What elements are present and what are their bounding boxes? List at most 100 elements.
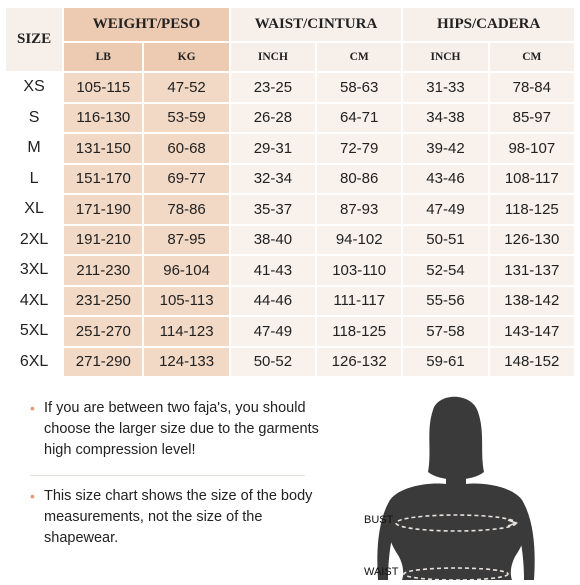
divider [30, 475, 305, 476]
waist-inch-cell: 38-40 [230, 225, 316, 254]
waist-cm-cell: 87-93 [317, 195, 402, 224]
waist-inch-cell: 47-49 [230, 317, 316, 346]
size-cell: 2XL [6, 225, 63, 254]
kg-cell: 47-52 [144, 73, 229, 102]
note-text: If you are between two faja's, you shoul… [44, 400, 319, 458]
size-cell: 4XL [6, 286, 63, 315]
waist-label: WAIST [364, 566, 399, 578]
table-row: XL 171-190 78-86 35-37 87-93 47-49 118-1… [6, 195, 574, 224]
waist-inch-cell: 50-52 [230, 347, 316, 376]
kg-cell: 53-59 [144, 103, 229, 132]
waist-cm-cell: 58-63 [317, 73, 402, 102]
waist-inch-cell: 26-28 [230, 103, 316, 132]
table-row: 6XL 271-290 124-133 50-52 126-132 59-61 … [6, 347, 574, 376]
hips-cm-cell: 118-125 [489, 195, 574, 224]
header-waist-inch: INCH [230, 43, 316, 71]
table-row: XS 105-115 47-52 23-25 58-63 31-33 78-84 [6, 73, 574, 102]
size-cell: XS [6, 73, 63, 102]
lb-cell: 151-170 [64, 164, 143, 193]
hips-inch-cell: 34-38 [403, 103, 488, 132]
waist-inch-cell: 41-43 [230, 256, 316, 285]
hips-inch-cell: 55-56 [403, 286, 488, 315]
body-silhouette-figure: BUST WAIST [330, 390, 580, 581]
hips-cm-cell: 126-130 [489, 225, 574, 254]
table-row: 2XL 191-210 87-95 38-40 94-102 50-51 126… [6, 225, 574, 254]
hips-inch-cell: 59-61 [403, 347, 488, 376]
waist-cm-cell: 103-110 [317, 256, 402, 285]
note-item: • This size chart shows the size of the … [30, 486, 320, 549]
waist-cm-cell: 118-125 [317, 317, 402, 346]
size-cell: 5XL [6, 317, 63, 346]
lb-cell: 231-250 [64, 286, 143, 315]
waist-inch-cell: 29-31 [230, 134, 316, 163]
waist-cm-cell: 94-102 [317, 225, 402, 254]
kg-cell: 78-86 [144, 195, 229, 224]
silhouette-icon [377, 396, 535, 581]
lb-cell: 251-270 [64, 317, 143, 346]
hips-cm-cell: 138-142 [489, 286, 574, 315]
waist-inch-cell: 32-34 [230, 164, 316, 193]
size-notes: • If you are between two faja's, you sho… [30, 398, 320, 563]
hips-cm-cell: 131-137 [489, 256, 574, 285]
kg-cell: 87-95 [144, 225, 229, 254]
hips-cm-cell: 98-107 [489, 134, 574, 163]
lb-cell: 191-210 [64, 225, 143, 254]
hips-inch-cell: 50-51 [403, 225, 488, 254]
header-waist: WAIST/CINTURA [230, 8, 402, 41]
lb-cell: 211-230 [64, 256, 143, 285]
lb-cell: 271-290 [64, 347, 143, 376]
table-row: L 151-170 69-77 32-34 80-86 43-46 108-11… [6, 164, 574, 193]
hips-cm-cell: 78-84 [489, 73, 574, 102]
size-cell: M [6, 134, 63, 163]
kg-cell: 69-77 [144, 164, 229, 193]
header-kg: KG [144, 43, 229, 71]
table-row: 3XL 211-230 96-104 41-43 103-110 52-54 1… [6, 256, 574, 285]
header-weight: WEIGHT/PESO [64, 8, 229, 41]
waist-cm-cell: 64-71 [317, 103, 402, 132]
bullet-icon: • [30, 488, 35, 504]
header-hips-inch: INCH [403, 43, 488, 71]
size-cell: S [6, 103, 63, 132]
hips-inch-cell: 39-42 [403, 134, 488, 163]
hips-inch-cell: 57-58 [403, 317, 488, 346]
table-row: S 116-130 53-59 26-28 64-71 34-38 85-97 [6, 103, 574, 132]
kg-cell: 96-104 [144, 256, 229, 285]
table-row: 5XL 251-270 114-123 47-49 118-125 57-58 … [6, 317, 574, 346]
note-text: This size chart shows the size of the bo… [44, 488, 313, 546]
waist-cm-cell: 80-86 [317, 164, 402, 193]
table-row: M 131-150 60-68 29-31 72-79 39-42 98-107 [6, 134, 574, 163]
size-cell: L [6, 164, 63, 193]
lb-cell: 105-115 [64, 73, 143, 102]
hips-inch-cell: 47-49 [403, 195, 488, 224]
header-size: SIZE [6, 8, 63, 71]
waist-inch-cell: 35-37 [230, 195, 316, 224]
kg-cell: 60-68 [144, 134, 229, 163]
note-item: • If you are between two faja's, you sho… [30, 398, 320, 461]
size-table: SIZE WEIGHT/PESO WAIST/CINTURA HIPS/CADE… [4, 6, 576, 378]
hips-inch-cell: 52-54 [403, 256, 488, 285]
header-hips: HIPS/CADERA [403, 8, 574, 41]
size-cell: 6XL [6, 347, 63, 376]
hips-cm-cell: 85-97 [489, 103, 574, 132]
lb-cell: 131-150 [64, 134, 143, 163]
waist-cm-cell: 72-79 [317, 134, 402, 163]
hips-cm-cell: 108-117 [489, 164, 574, 193]
hips-cm-cell: 148-152 [489, 347, 574, 376]
waist-inch-cell: 23-25 [230, 73, 316, 102]
hips-cm-cell: 143-147 [489, 317, 574, 346]
hips-inch-cell: 43-46 [403, 164, 488, 193]
bust-label: BUST [364, 514, 394, 526]
size-cell: XL [6, 195, 63, 224]
waist-cm-cell: 111-117 [317, 286, 402, 315]
lb-cell: 116-130 [64, 103, 143, 132]
waist-cm-cell: 126-132 [317, 347, 402, 376]
waist-inch-cell: 44-46 [230, 286, 316, 315]
table-row: 4XL 231-250 105-113 44-46 111-117 55-56 … [6, 286, 574, 315]
bullet-icon: • [30, 400, 35, 416]
lb-cell: 171-190 [64, 195, 143, 224]
header-waist-cm: CM [317, 43, 402, 71]
header-lb: LB [64, 43, 143, 71]
size-chart: SIZE WEIGHT/PESO WAIST/CINTURA HIPS/CADE… [4, 6, 576, 390]
size-cell: 3XL [6, 256, 63, 285]
kg-cell: 105-113 [144, 286, 229, 315]
